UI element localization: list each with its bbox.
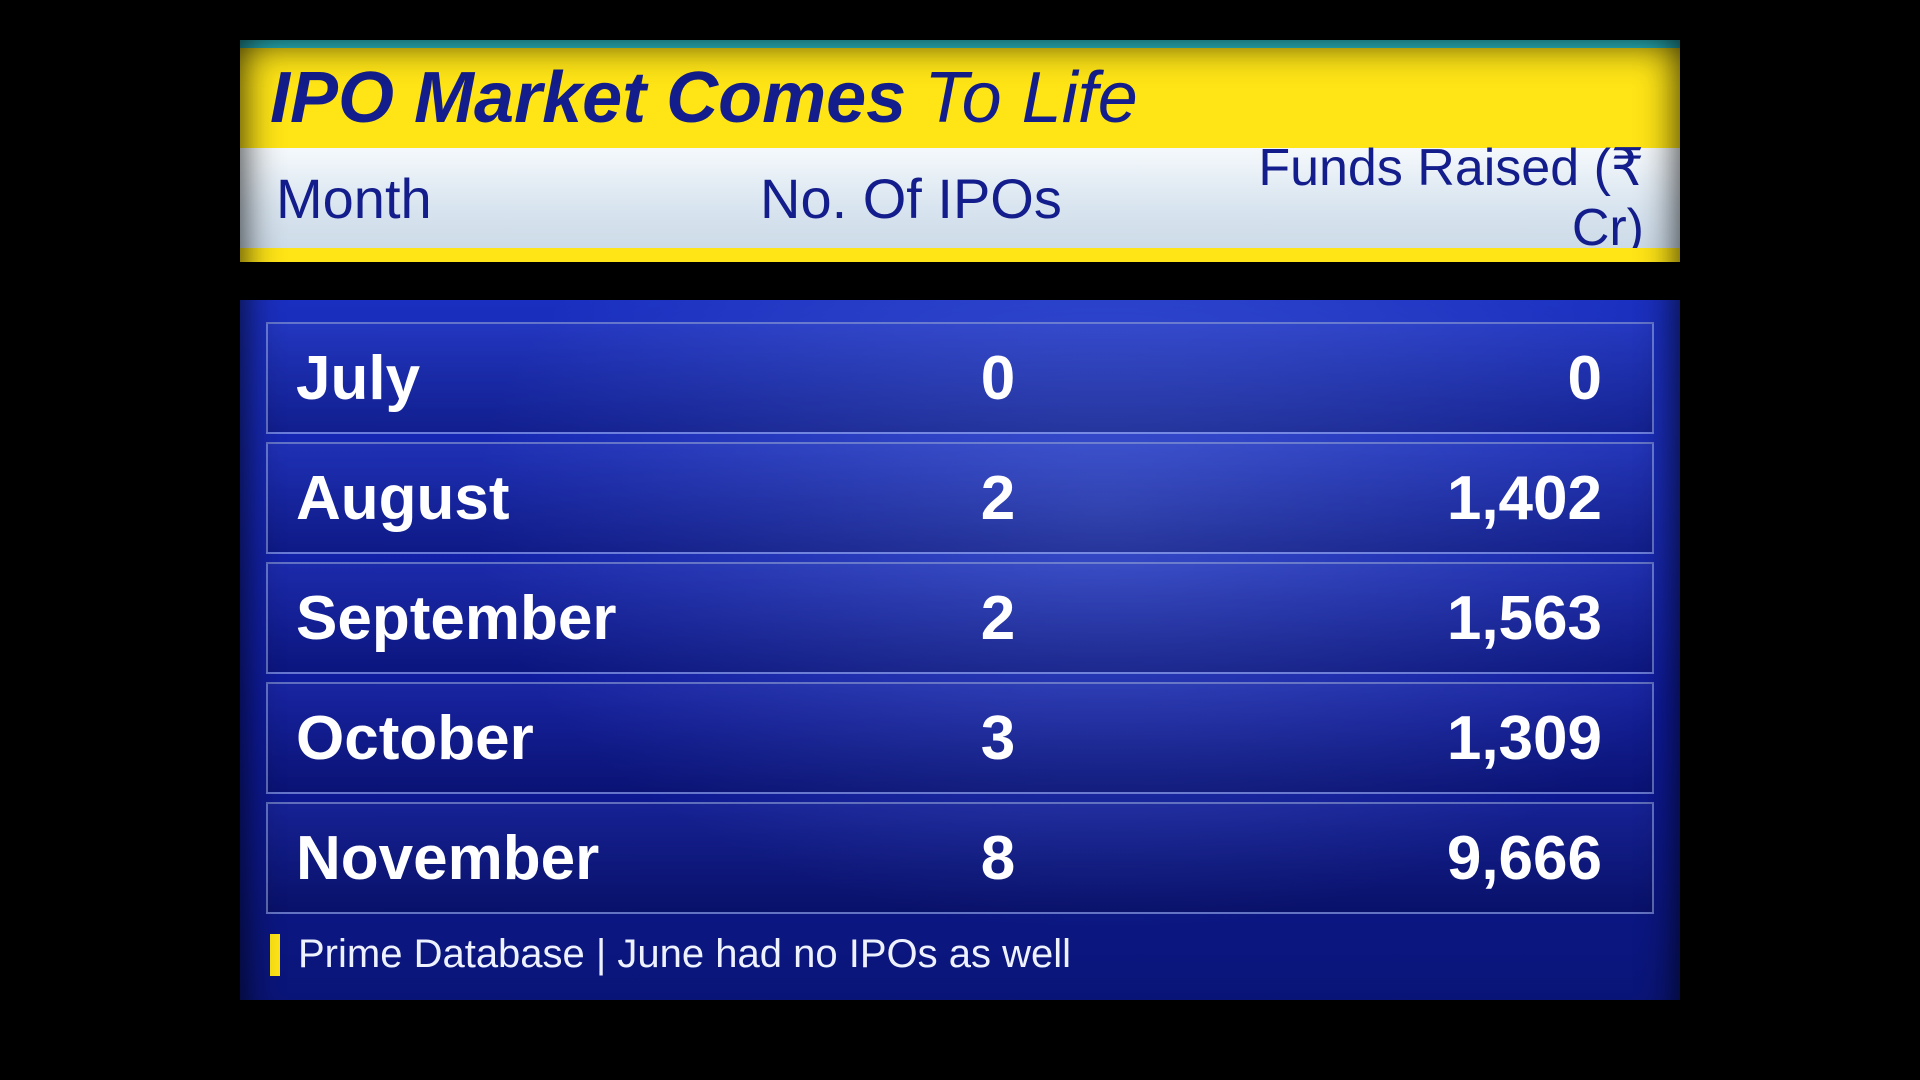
table-row: September21,563	[266, 562, 1654, 674]
footer-accent-bar	[270, 934, 280, 976]
tv-card: IPO Market Comes To Life Month No. Of IP…	[240, 40, 1680, 1040]
col-header-month: Month	[240, 166, 760, 231]
column-header-row: Month No. Of IPOs Funds Raised (₹ Cr)	[240, 148, 1680, 248]
cell-month: July	[268, 343, 788, 414]
cell-funds: 1,309	[1208, 703, 1652, 774]
cell-ipos: 2	[788, 583, 1208, 654]
cell-month: October	[268, 703, 788, 774]
title-strong: IPO Market Comes	[270, 57, 906, 139]
cell-month: September	[268, 583, 788, 654]
cell-funds: 9,666	[1208, 823, 1652, 894]
col-header-funds: Funds Raised (₹ Cr)	[1220, 138, 1680, 258]
cell-month: August	[268, 463, 788, 534]
col-header-ipos: No. Of IPOs	[760, 166, 1220, 231]
header-yellow-underline	[240, 248, 1680, 262]
cell-ipos: 3	[788, 703, 1208, 774]
bottom-yellow-strip	[350, 1000, 1690, 1030]
table-row: November89,666	[266, 802, 1654, 914]
cell-funds: 1,402	[1208, 463, 1652, 534]
footer-text: Prime Database | June had no IPOs as wel…	[298, 932, 1071, 977]
title-light: To Life	[924, 57, 1138, 139]
title-band: IPO Market Comes To Life	[240, 48, 1680, 148]
cell-ipos: 8	[788, 823, 1208, 894]
cell-funds: 1,563	[1208, 583, 1652, 654]
cell-ipos: 0	[788, 343, 1208, 414]
cell-ipos: 2	[788, 463, 1208, 534]
cell-funds: 0	[1208, 343, 1652, 414]
table-row: October31,309	[266, 682, 1654, 794]
table-row: July00	[266, 322, 1654, 434]
table-row: August21,402	[266, 442, 1654, 554]
footer: Prime Database | June had no IPOs as wel…	[266, 922, 1654, 977]
cell-month: November	[268, 823, 788, 894]
top-cyan-strip	[240, 40, 1680, 48]
table-rows: July00August21,402September21,563October…	[266, 322, 1654, 914]
table-area: July00August21,402September21,563October…	[240, 300, 1680, 1000]
